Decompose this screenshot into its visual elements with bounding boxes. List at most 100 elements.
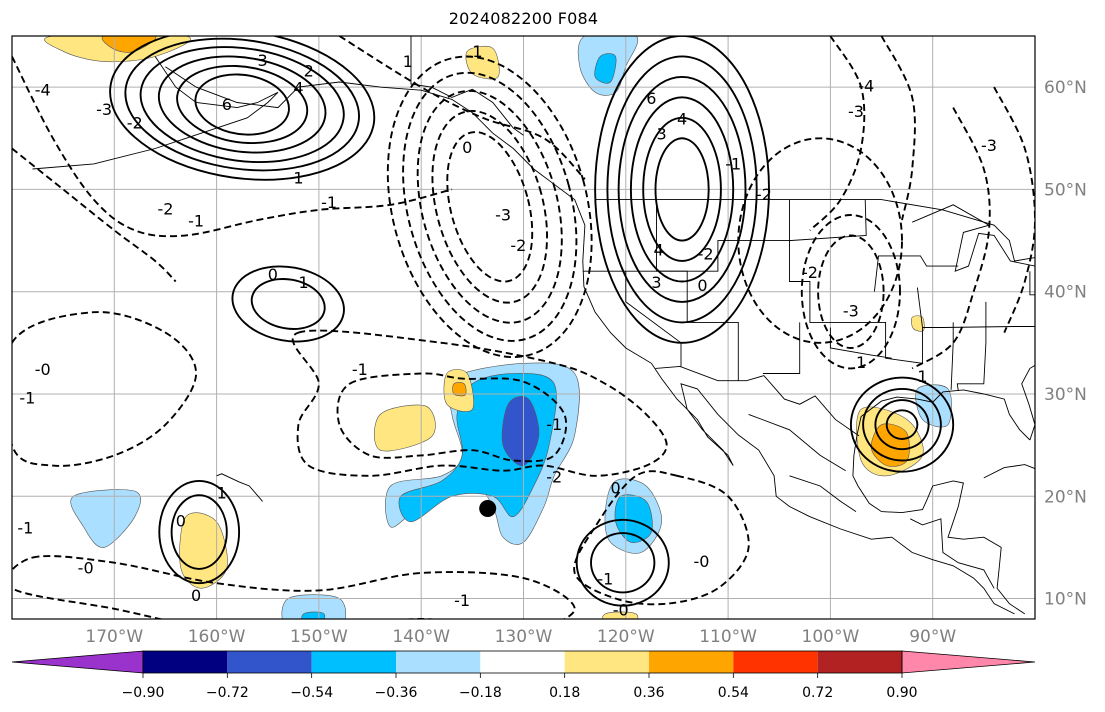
colorbar-segment — [143, 651, 228, 673]
contour-label: 6 — [646, 89, 656, 108]
contour-neg-south — [12, 555, 576, 619]
contour-label: -4 — [858, 77, 874, 96]
contour-alaska-high-4 — [157, 55, 327, 154]
contour-label: -1 — [546, 415, 562, 434]
contour-label: -3 — [495, 206, 511, 225]
latitude-label: 40°N — [1044, 283, 1087, 303]
colorbar-frame — [142, 650, 903, 674]
contour-alaska-high-6 — [194, 73, 290, 136]
state-borders-10 — [956, 301, 987, 391]
latitude-label: 60°N — [1044, 78, 1087, 98]
colorbar-tick-label: 0.54 — [718, 685, 749, 701]
contour-west-high-2 — [606, 55, 758, 324]
latitude-labels: 60°N 50°N 40°N 30°N 20°N 10°N — [1044, 78, 1087, 609]
contour-label: -1 — [352, 360, 368, 379]
colorbar-tick-label: −0.54 — [290, 685, 333, 701]
contour-east-pacific-high-1 — [575, 518, 670, 607]
anomaly-shading — [44, 36, 952, 619]
colorbar-segment — [396, 651, 481, 673]
coast-cuba — [983, 464, 1035, 479]
colorbar-tick-label: 0.72 — [802, 685, 833, 701]
contour-neg-north-5 — [338, 36, 586, 180]
contour-label: -0 — [35, 360, 51, 379]
colorbar-segment — [227, 651, 312, 673]
contour-neg-central — [291, 329, 668, 477]
contour-label: 0 — [610, 479, 620, 498]
colorbar-tick-label: 0.36 — [633, 685, 664, 701]
latitude-label: 20°N — [1044, 487, 1087, 507]
colorbar-segment — [817, 651, 902, 673]
border-us-mexico — [655, 365, 860, 437]
colorbar-tick-labels: −0.90 −0.72 −0.54 −0.36 −0.18 0.18 0.36 0.54 0.7… — [122, 673, 918, 701]
contour-label: 1 — [293, 169, 303, 188]
state-borders-3 — [656, 199, 739, 381]
contour-lines — [12, 36, 1035, 619]
colorbar-tick-label: −0.18 — [459, 685, 502, 701]
contour-label: -3 — [843, 302, 859, 321]
contour-label: -2 — [127, 113, 143, 132]
colorbar-tick-label: −0.36 — [375, 685, 418, 701]
colorbar-segment — [733, 651, 818, 673]
contour-label: -0 — [613, 600, 629, 619]
contour-label: -3 — [96, 100, 112, 119]
contour-neg-trough-2 — [431, 110, 548, 304]
colorbar-extend-low — [11, 650, 144, 674]
colorbar-segment — [564, 651, 649, 673]
colorbar-tick-label: −0.90 — [122, 685, 165, 701]
longitude-label: 90°W — [909, 627, 956, 647]
pos-anomaly-hawaii-north-core — [452, 382, 467, 397]
state-borders-7 — [873, 255, 959, 292]
contour-label: -2 — [510, 236, 526, 255]
contour-neg-trough-1 — [446, 131, 534, 283]
contour-label: 0 — [176, 511, 186, 530]
hawaii-islands — [216, 473, 263, 502]
contour-label: -0 — [694, 552, 710, 571]
contour-label: 6 — [222, 95, 232, 114]
contour-east-pacific-high-2 — [590, 532, 656, 594]
longitude-labels: 170°W 160°W 150°W 140°W 130°W 120°W 110°W 100°W… — [85, 627, 956, 647]
coast-gulf-of-mexico — [852, 389, 1031, 615]
contour-neg-central-2 — [336, 372, 568, 463]
contour-neg-trough-3 — [416, 89, 563, 324]
contour-neg-east-lows — [911, 107, 991, 370]
state-borders-2 — [625, 271, 682, 367]
contour-alaska-high-3 — [139, 46, 345, 164]
pos-anomaly-west-small — [179, 512, 228, 589]
border-alaska-canada — [410, 36, 524, 136]
contour-label: 4 — [653, 240, 663, 259]
contour-label: -1 — [454, 591, 470, 610]
neg-anomaly-central-pacific-core — [501, 396, 540, 466]
storm-center-marker — [479, 500, 497, 518]
neg-anomaly-south-pacific — [281, 594, 347, 619]
contour-gulf-storm-4 — [885, 409, 919, 440]
contour-label: -3 — [981, 136, 997, 155]
contour-label: 3 — [258, 51, 268, 70]
contour-label: -2 — [802, 263, 818, 282]
longitude-label: 160°W — [188, 627, 246, 647]
colorbar-tick-label: −0.72 — [206, 685, 249, 701]
contour-neg-east-2 — [800, 214, 901, 370]
contour-neg-trough-5 — [386, 55, 593, 359]
contour-label: 1 — [217, 484, 227, 503]
contour-gulf-storm-1 — [849, 376, 955, 473]
coast-east-us — [1021, 364, 1035, 441]
contour-label: 1 — [298, 273, 308, 292]
contour-label: 4 — [293, 79, 303, 98]
contour-label: 1 — [472, 42, 482, 61]
state-borders-4 — [789, 199, 867, 242]
contour-label: -2 — [756, 185, 772, 204]
pos-anomaly-south-east — [601, 611, 639, 619]
contour-label: -3 — [848, 102, 864, 121]
colorbar-segment — [649, 651, 734, 673]
contour-neg-north — [12, 56, 453, 238]
contour-label: 0 — [462, 138, 472, 157]
contour-label: 1 — [856, 353, 866, 372]
contour-pacific-high-2 — [250, 278, 326, 330]
contour-west-low-high-2 — [170, 494, 228, 570]
coast-north-america-west — [165, 66, 1015, 615]
latitude-label: 50°N — [1044, 180, 1087, 200]
contour-west-high-6 — [654, 137, 710, 242]
mexico-states-2 — [789, 475, 857, 512]
contour-label: 3 — [657, 125, 667, 144]
